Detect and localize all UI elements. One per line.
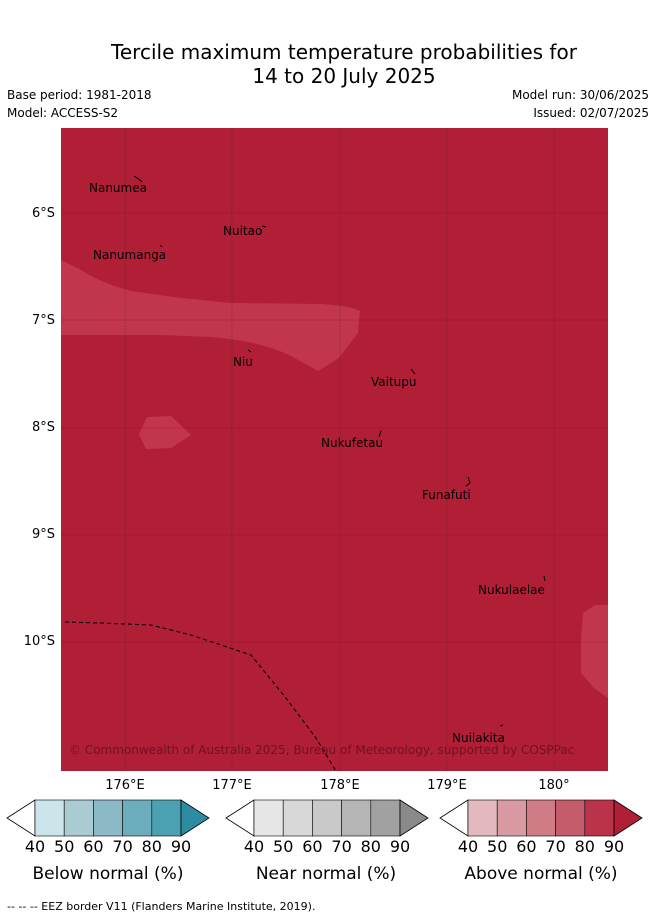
prob-region-band xyxy=(61,260,360,371)
lon-label-180: 180° xyxy=(538,778,570,793)
colorbar-segment xyxy=(370,799,401,837)
colorbar-tick-label: 90 xyxy=(389,837,411,856)
base-period: Base period: 1981-2018 xyxy=(7,88,152,102)
place-label: Nanumanga xyxy=(93,248,167,262)
island-funafuti xyxy=(465,476,471,487)
colorbar-tick-label: 40 xyxy=(457,837,479,856)
colorbar-lower-extension xyxy=(225,799,255,837)
colorbar-lower-extension xyxy=(6,799,36,837)
model-run: Model run: 30/06/2025 xyxy=(511,88,649,102)
issued-date: Issued: 02/07/2025 xyxy=(533,106,649,120)
lon-label-177e: 177°E xyxy=(212,778,252,793)
colorbar-segment xyxy=(63,799,94,837)
title-line-2: 14 to 20 July 2025 xyxy=(252,64,436,88)
legend-title-near: Near normal (%) xyxy=(255,864,397,884)
place-label: Nuilakita xyxy=(452,731,505,745)
eez-border xyxy=(64,621,337,771)
colorbar-tick-label: 50 xyxy=(273,837,294,856)
lat-label-8s: 8°S xyxy=(31,420,55,435)
colorbar-tick-label: 80 xyxy=(574,837,595,856)
map-panel[interactable]: Nanumea Nuitao Nanumanga Niu Vaitupu Nuk… xyxy=(61,128,608,771)
colorbar-above xyxy=(439,799,643,837)
colorbar-segment xyxy=(93,799,123,837)
colorbar-tick-label: 80 xyxy=(360,837,381,856)
island-niu xyxy=(247,349,252,353)
colorbar-segment xyxy=(34,799,65,837)
legend-title-above: Above normal (%) xyxy=(464,864,618,884)
lat-label-6s: 6°S xyxy=(31,206,55,221)
island-nukulaelae xyxy=(543,575,546,582)
chart-title: Tercile maximum temperature probabilitie… xyxy=(0,40,655,88)
place-label: Nanumea xyxy=(89,181,147,195)
place-label: Niu xyxy=(233,355,253,369)
colorbar-upper-extension xyxy=(399,799,429,837)
place-label: Nukulaelae xyxy=(478,583,545,597)
colorbar-lower-extension xyxy=(439,799,469,837)
colorbar-tick-label: 70 xyxy=(545,837,566,856)
colorbar-tick-label: 60 xyxy=(516,837,537,856)
island-nuilakita xyxy=(499,724,504,727)
island-vaitupu xyxy=(410,368,416,375)
colorbar-tick-label: 60 xyxy=(83,837,104,856)
colorbar-tick-label: 70 xyxy=(112,837,133,856)
lon-label-176e: 176°E xyxy=(105,778,145,793)
map-canvas xyxy=(61,128,608,771)
colorbar-segment xyxy=(467,799,498,837)
lat-label-10s: 10°S xyxy=(23,634,55,649)
colorbar-upper-extension xyxy=(613,799,643,837)
colorbar-tick-label: 40 xyxy=(243,837,265,856)
lat-label-7s: 7°S xyxy=(31,313,55,328)
colorbar-tick-label: 40 xyxy=(24,837,46,856)
colorbar-segment xyxy=(555,799,586,837)
colorbar-segment xyxy=(282,799,313,837)
legend-title-below: Below normal (%) xyxy=(32,864,184,884)
colorbar-segment xyxy=(151,799,182,837)
lon-label-178e: 178°E xyxy=(320,778,360,793)
colorbar-segment xyxy=(341,799,372,837)
eez-footer-note: -- -- -- EEZ border V11 (Flanders Marine… xyxy=(7,900,316,913)
colorbar-segment xyxy=(584,799,615,837)
colorbar-tick-label: 50 xyxy=(487,837,508,856)
colorbar-segment xyxy=(312,799,342,837)
island-nanumanga xyxy=(159,244,163,248)
prob-region-east xyxy=(581,605,608,698)
island-nukufetau xyxy=(378,430,382,438)
lat-label-9s: 9°S xyxy=(31,527,55,542)
map-credit: © Commonwealth of Australia 2025, Bureau… xyxy=(69,743,575,757)
title-line-1: Tercile maximum temperature probabilitie… xyxy=(111,40,577,64)
colorbar-segment xyxy=(253,799,284,837)
colorbar-tick-label: 60 xyxy=(302,837,323,856)
colorbar-tick-label: 50 xyxy=(54,837,75,856)
lon-label-179e: 179°E xyxy=(427,778,467,793)
colorbar-upper-extension xyxy=(180,799,210,837)
colorbar-tick-label: 90 xyxy=(170,837,192,856)
colorbar-segment xyxy=(526,799,556,837)
colorbar-segment xyxy=(122,799,153,837)
island-nanumea xyxy=(133,175,143,183)
colorbar-tick-label: 90 xyxy=(603,837,625,856)
place-label: Vaitupu xyxy=(371,375,417,389)
place-label: Funafuti xyxy=(422,488,471,502)
colorbar-segment xyxy=(496,799,527,837)
model-name: Model: ACCESS-S2 xyxy=(7,106,119,120)
place-label: Nuitao xyxy=(223,224,263,238)
island-nuitao xyxy=(261,225,267,228)
colorbar-tick-label: 80 xyxy=(141,837,162,856)
colorbar-below xyxy=(6,799,210,837)
colorbar-near xyxy=(225,799,429,837)
islands xyxy=(133,175,546,727)
prob-region-blob xyxy=(139,416,191,449)
place-label: Nukufetau xyxy=(321,436,384,450)
colorbar-tick-label: 70 xyxy=(331,837,352,856)
